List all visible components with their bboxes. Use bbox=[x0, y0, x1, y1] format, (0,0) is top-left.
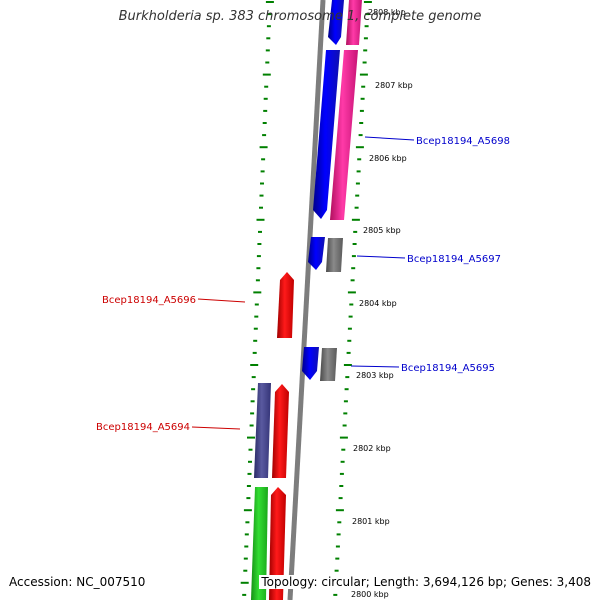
gene-red-bottom bbox=[269, 487, 286, 600]
scale-label-2807: 2807 kbp bbox=[375, 81, 413, 90]
leader-a5697 bbox=[356, 255, 406, 259]
scale-label-2804: 2804 kbp bbox=[359, 299, 397, 308]
scale-label-2806: 2806 kbp bbox=[369, 154, 407, 163]
gene-navy-a5694 bbox=[254, 383, 271, 478]
gene-label-a5695: Bcep18194_A5695 bbox=[401, 363, 495, 374]
gene-gray-a5695 bbox=[320, 348, 337, 381]
forward-strand-genes bbox=[302, 0, 362, 381]
gene-label-a5694: Bcep18194_A5694 bbox=[96, 422, 190, 433]
topology-text: Topology: circular; Length: 3,694,126 bp… bbox=[259, 575, 593, 589]
inner-tick-marks bbox=[240, 1, 274, 596]
scale-label-2800: 2800 kbp bbox=[351, 590, 389, 599]
gene-pink-a5698 bbox=[330, 50, 358, 220]
label-leaders bbox=[191, 136, 415, 430]
genome-backbone bbox=[287, 0, 326, 600]
gene-label-a5697: Bcep18194_A5697 bbox=[407, 254, 501, 265]
gene-label-a5696: Bcep18194_A5696 bbox=[102, 295, 196, 306]
gene-blue-a5697 bbox=[308, 237, 325, 270]
gene-blue-a5695 bbox=[302, 347, 319, 380]
outer-tick-marks bbox=[331, 1, 372, 596]
accession-text: Accession: NC_007510 bbox=[7, 575, 148, 589]
gene-red-a5694 bbox=[272, 384, 289, 478]
scale-labels: 2808 kbp 2807 kbp 2806 kbp 2805 kbp 2804… bbox=[351, 8, 413, 599]
leader-a5696 bbox=[197, 298, 246, 303]
gene-blue-a5698 bbox=[313, 50, 340, 219]
gene-blue-top bbox=[328, 0, 344, 45]
gene-red-a5696 bbox=[277, 272, 294, 338]
scale-label-2803: 2803 kbp bbox=[356, 371, 394, 380]
gene-gray-a5697 bbox=[326, 238, 343, 272]
leader-a5694 bbox=[191, 426, 241, 430]
scale-label-2808: 2808 kbp bbox=[368, 8, 406, 17]
reverse-strand-genes bbox=[251, 272, 294, 600]
leader-a5698 bbox=[364, 136, 415, 141]
leader-a5695 bbox=[350, 365, 400, 368]
gene-pink-top bbox=[346, 0, 362, 45]
scale-label-2802: 2802 kbp bbox=[353, 444, 391, 453]
gene-green-bottom bbox=[251, 487, 268, 600]
genome-title: Burkholderia sp. 383 chromosome 1, compl… bbox=[118, 9, 482, 24]
scale-label-2801: 2801 kbp bbox=[352, 517, 390, 526]
gene-labels: Bcep18194_A5698 Bcep18194_A5697 Bcep1819… bbox=[96, 136, 510, 433]
gene-label-a5698: Bcep18194_A5698 bbox=[416, 136, 510, 147]
scale-label-2805: 2805 kbp bbox=[363, 226, 401, 235]
